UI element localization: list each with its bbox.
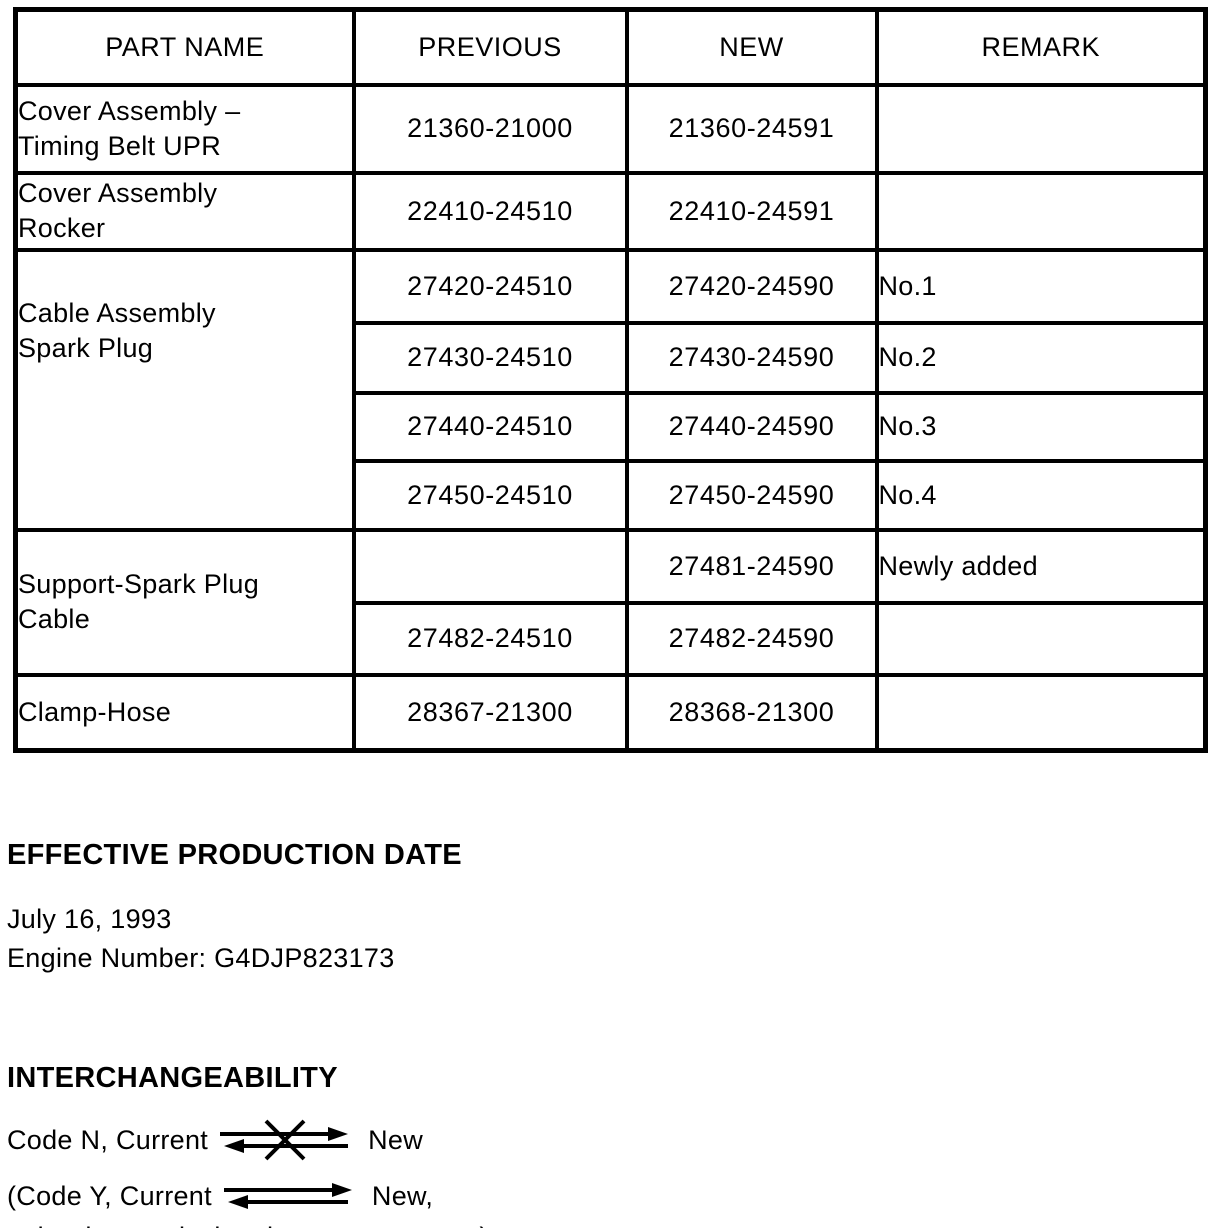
new-part-number-cell: 22410-24591 [624, 170, 879, 252]
part-name-cell: Clamp-Hose [13, 672, 356, 753]
table-row: Support-Spark Plug Cable 27481-24590 New… [13, 527, 1208, 677]
double-arrow-crossed-icon [220, 1119, 349, 1161]
code-n-suffix: New [368, 1124, 424, 1155]
new-part-number-cell: 27440-24590 [624, 390, 879, 463]
remark-cell [874, 82, 1208, 175]
col-header-previous: PREVIOUS [351, 7, 629, 87]
code-n-prefix: Code N, Current [7, 1124, 209, 1155]
remark-cell: No.2 [874, 320, 1208, 395]
col-header-part-name: PART NAME [13, 7, 356, 87]
new-part-number-cell: 27420-24590 [624, 247, 879, 325]
previous-part-number-cell: 27430-24510 [351, 320, 629, 395]
code-y-line: (Code Y, Current New, [7, 1175, 1203, 1217]
previous-part-number-cell [351, 527, 629, 605]
table-row: 27430-24510 27430-24590 No.2 [16, 320, 1208, 395]
new-part-number-cell: 27430-24590 [624, 320, 879, 395]
remark-cell [874, 170, 1208, 252]
previous-part-number-cell: 27482-24510 [351, 600, 629, 677]
interchangeability-section: INTERCHANGEABILITY Code N, Current New (… [7, 1062, 1203, 1228]
new-part-number-cell: 27450-24590 [624, 458, 879, 532]
table-row: Cover Assembly Rocker 22410-24510 22410-… [13, 170, 1208, 252]
remark-cell: No.1 [874, 247, 1208, 325]
previous-part-number-cell: 27450-24510 [351, 458, 629, 532]
interchangeability-heading: INTERCHANGEABILITY [7, 1062, 338, 1094]
code-n-line: Code N, Current New [7, 1119, 1203, 1161]
parts-interchange-table: PART NAME PREVIOUS NEW REMARK Cover Asse… [13, 7, 1208, 753]
new-part-number-cell: 27482-24590 [624, 600, 879, 677]
remark-cell [874, 600, 1208, 677]
new-part-number-cell: 27481-24590 [624, 527, 879, 605]
previous-part-number-cell: 28367-21300 [351, 672, 629, 753]
table-row: Cover Assembly – Timing Belt UPR 21360-2… [13, 82, 1208, 175]
remark-cell: Newly added [874, 527, 1208, 605]
effective-production-date-section: EFFECTIVE PRODUCTION DATE July 16, 1993 … [7, 839, 1203, 978]
previous-part-number-cell: 21360-21000 [351, 82, 629, 175]
table-row: Cable Assembly Spark Plug 27420-24510 27… [13, 247, 1208, 532]
production-date-value: July 16, 1993 [7, 904, 172, 934]
col-header-remark: REMARK [874, 7, 1208, 87]
code-y-prefix: (Code Y, Current [7, 1180, 212, 1211]
part-name-cell: Cover Assembly – Timing Belt UPR [13, 82, 356, 175]
remark-cell: No.3 [874, 390, 1208, 463]
col-header-new: NEW [624, 7, 879, 87]
part-name-cell: Support-Spark Plug Cable [13, 527, 356, 677]
new-part-number-cell: 28368-21300 [624, 672, 879, 753]
effective-production-date-heading: EFFECTIVE PRODUCTION DATE [7, 839, 462, 871]
table-row: Clamp-Hose 28367-21300 28368-21300 [13, 672, 1208, 753]
table-row: 27440-24510 27440-24590 No.3 [16, 390, 1208, 463]
previous-part-number-cell: 22410-24510 [351, 170, 629, 252]
previous-part-number-cell: 27420-24510 [351, 247, 629, 325]
code-y-suffix: New, [371, 1180, 434, 1211]
new-part-number-cell: 21360-24591 [624, 82, 879, 175]
double-arrow-icon [223, 1183, 352, 1209]
part-name-cell: Cover Assembly Rocker [13, 170, 356, 252]
engine-number-value: Engine Number: G4DJP823173 [7, 943, 395, 973]
interchangeability-note: only when replacing the parts as a set.) [7, 1219, 1203, 1228]
remark-cell: No.4 [874, 458, 1208, 532]
table-header-row: PART NAME PREVIOUS NEW REMARK [13, 7, 1208, 87]
part-name-cell: Cable Assembly Spark Plug [13, 247, 356, 532]
table-row: 27482-24510 27482-24590 [16, 600, 1208, 677]
table-row: 27450-24510 27450-24590 No.4 [16, 458, 1208, 532]
remark-cell [874, 672, 1208, 753]
previous-part-number-cell: 27440-24510 [351, 390, 629, 463]
